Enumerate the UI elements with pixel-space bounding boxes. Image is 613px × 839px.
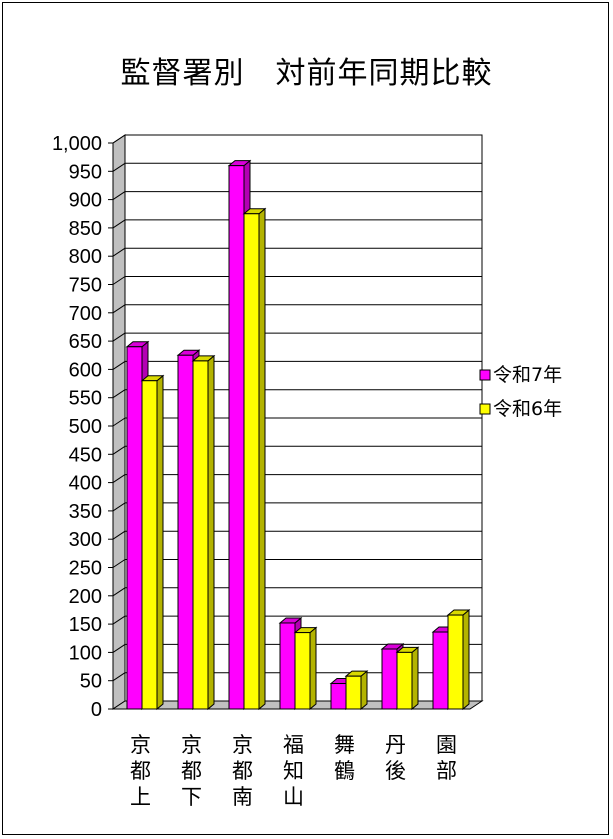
gridline-side [112, 417, 126, 427]
legend-entry: 令和6年 [493, 398, 562, 420]
x-category-label: 知 [283, 759, 304, 783]
gridline-side [112, 276, 126, 285]
gridline-side [112, 672, 126, 682]
y-tick-label: 0 [91, 699, 102, 721]
bar [344, 670, 369, 711]
gridline-side [112, 643, 126, 653]
y-tick-label: 600 [69, 359, 102, 381]
gridline-side [112, 134, 126, 144]
y-tick-label: 150 [69, 614, 102, 636]
bar-front [345, 675, 362, 710]
bar [395, 646, 420, 711]
bar-side [462, 608, 470, 711]
gridline-side [112, 219, 126, 229]
gridline-side [112, 162, 126, 172]
y-tick-label: 550 [69, 388, 102, 410]
y-tick-label: 450 [69, 444, 102, 466]
y-tick-label: 300 [69, 529, 102, 551]
x-category-label: 山 [283, 785, 304, 809]
bar [293, 626, 318, 711]
x-category-label: 下 [181, 785, 202, 809]
bar [140, 374, 165, 711]
x-category-label: 京 [181, 733, 202, 757]
bar-side [258, 207, 266, 711]
x-category-label: 京 [130, 733, 151, 757]
bar-front [381, 648, 398, 710]
x-category-label: 丹 [385, 733, 406, 757]
gridline-side [112, 445, 126, 455]
y-tick-label: 250 [69, 558, 102, 580]
x-category-label: 都 [130, 759, 151, 783]
x-category-label: 鶴 [334, 759, 355, 783]
bar-side [156, 374, 164, 711]
bar-side [360, 670, 368, 711]
gridline-side [112, 332, 126, 342]
y-tick-label: 750 [69, 275, 102, 297]
bar-front [126, 346, 143, 710]
x-category-label: 上 [130, 785, 151, 809]
x-category-label: 舞 [334, 733, 355, 757]
gridline-side [112, 587, 126, 597]
legend-entry: 令和7年 [493, 364, 562, 386]
y-tick-label: 850 [69, 218, 102, 240]
gridline-side [112, 502, 126, 512]
y-tick-label: 1,000 [52, 133, 102, 155]
bar [446, 608, 471, 711]
bar-side [411, 646, 419, 711]
gridline-side [112, 389, 126, 399]
y-tick-label: 500 [69, 416, 102, 438]
y-tick-label: 900 [69, 190, 102, 212]
x-category-label: 南 [232, 785, 253, 809]
gridline-side [112, 360, 126, 370]
bar-front [447, 614, 464, 710]
legend-swatch [479, 403, 491, 415]
gridline-side [112, 615, 126, 625]
bar [242, 207, 267, 711]
x-category-label: 京 [232, 733, 253, 757]
bar-front [279, 622, 296, 710]
gridline-side [112, 474, 126, 484]
legend-swatch [479, 369, 491, 381]
x-category-label: 後 [385, 759, 406, 783]
y-tick-label: 950 [69, 161, 102, 183]
y-tick-label: 200 [69, 586, 102, 608]
x-category-label: 園 [436, 733, 457, 757]
y-tick-label: 400 [69, 473, 102, 495]
bar-front [192, 360, 209, 710]
gridline-side [112, 191, 126, 201]
x-category-label: 部 [436, 759, 457, 783]
bar [191, 354, 216, 711]
gridline-side [112, 304, 126, 314]
x-category-label: 福 [283, 733, 304, 757]
bar-front [228, 165, 245, 710]
chart-title: 監督署別 対前年同期比較 [120, 56, 493, 91]
bar-front [177, 354, 194, 710]
bar-front [141, 380, 158, 710]
bar-side [207, 354, 215, 711]
gridline-side [112, 530, 126, 540]
y-tick-label: 700 [69, 303, 102, 325]
y-tick-label: 100 [69, 642, 102, 664]
y-tick-label: 800 [69, 246, 102, 268]
x-category-label: 都 [232, 759, 253, 783]
bar-side [309, 626, 317, 711]
y-tick-label: 50 [80, 671, 102, 693]
x-category-label: 都 [181, 759, 202, 783]
y-tick-label: 650 [69, 331, 102, 353]
y-tick-label: 350 [69, 501, 102, 523]
bar-front [330, 683, 347, 710]
gridline-side [112, 247, 126, 257]
bar-front [294, 632, 311, 710]
bar-front [432, 631, 449, 710]
bar-front [396, 651, 413, 710]
bar-front [243, 213, 260, 710]
gridline-side [112, 559, 126, 568]
